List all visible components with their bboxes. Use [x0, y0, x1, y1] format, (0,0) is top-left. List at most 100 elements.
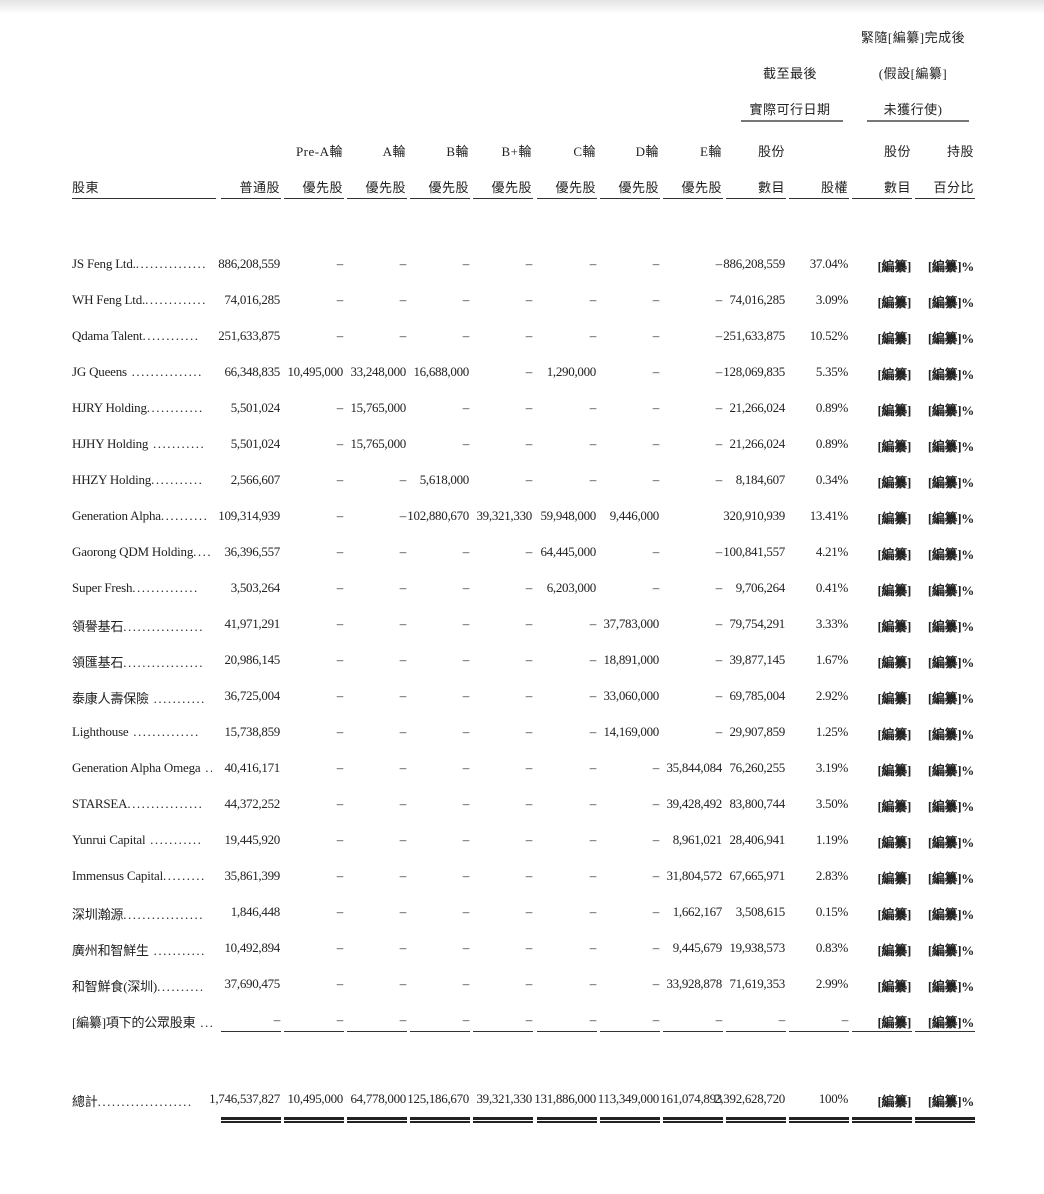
cell: 37,690,475: [224, 976, 280, 991]
total-double-underline: [789, 1117, 849, 1123]
shareholder-name: WH Feng Ltd.: [72, 292, 146, 307]
cell: 19,938,573: [729, 940, 785, 955]
cell: –: [336, 328, 344, 343]
table-row-name: 深圳瀚源.................: [72, 904, 212, 923]
shareholder-name: 廣州和智鮮生: [72, 943, 149, 958]
cell: [編纂]%: [927, 583, 974, 598]
cell: [編纂]: [877, 655, 912, 670]
cell: –: [462, 328, 470, 343]
header-underline: [410, 198, 470, 199]
cell: 64,778,000: [350, 1091, 406, 1106]
cell: –: [336, 256, 344, 271]
leader-dots: ..............: [128, 724, 200, 739]
total-double-underline: [537, 1117, 597, 1123]
cell: –: [462, 256, 470, 271]
shareholder-name: 總計: [72, 1094, 98, 1109]
cell: 0.83%: [815, 940, 848, 955]
cell: [編纂]: [877, 295, 912, 310]
subtotal-underline: [600, 1031, 660, 1032]
leader-dots: ...........: [148, 943, 206, 958]
subtotal-underline: [915, 1031, 975, 1032]
cell: –: [462, 1012, 470, 1027]
cell: [編纂]%: [927, 835, 974, 850]
column-header-top: C輪: [573, 144, 596, 159]
cell: [編纂]%: [927, 655, 974, 670]
column-header-bottom: 百分比: [933, 180, 974, 195]
total-double-underline: [852, 1117, 912, 1123]
group-underline: [741, 120, 843, 122]
cell: –: [525, 868, 533, 883]
cell: 36,396,557: [224, 544, 280, 559]
cell: 3.19%: [815, 760, 848, 775]
cell: 1,662,167: [672, 904, 723, 919]
cell: 10,495,000: [287, 364, 343, 379]
cell: –: [399, 760, 407, 775]
cell: [編纂]%: [927, 1015, 974, 1030]
cell: –: [525, 832, 533, 847]
cell: –: [589, 256, 597, 271]
total-double-underline: [663, 1117, 723, 1123]
column-header-bottom: 優先股: [428, 180, 469, 195]
cell: –: [715, 544, 723, 559]
cell: [編纂]%: [927, 619, 974, 634]
cell: –: [715, 472, 723, 487]
cell: 36,725,004: [224, 688, 280, 703]
cell: [編纂]: [877, 691, 912, 706]
cell: 113,349,000: [597, 1091, 660, 1106]
cell: –: [336, 544, 344, 559]
cell: –: [652, 472, 660, 487]
cell: 131,886,000: [534, 1091, 596, 1106]
cell: –: [462, 976, 470, 991]
cell: 128,069,835: [723, 364, 785, 379]
cell: –: [399, 544, 407, 559]
cell: –: [336, 688, 344, 703]
cell: [編纂]%: [927, 403, 974, 418]
cell: –: [462, 832, 470, 847]
cell: 5,501,024: [230, 400, 281, 415]
cell: [編纂]%: [927, 475, 974, 490]
cell: –: [462, 616, 470, 631]
cell: 161,074,893: [660, 1091, 722, 1106]
cell: –: [336, 796, 344, 811]
column-header-bottom: 優先股: [491, 180, 532, 195]
cell: 14,169,000: [603, 724, 659, 739]
cell: 79,754,291: [729, 616, 785, 631]
cell: 69,785,004: [729, 688, 785, 703]
cell: –: [525, 688, 533, 703]
cell: –: [336, 940, 344, 955]
cell: 13.41%: [809, 508, 849, 523]
shareholder-name: HJHY Holding: [72, 436, 149, 451]
cell: 1,746,537,827: [209, 1091, 280, 1106]
cell: –: [525, 364, 533, 379]
column-header-top: B輪: [446, 144, 469, 159]
cell: [編纂]: [877, 907, 912, 922]
cell: [編纂]: [877, 367, 912, 382]
column-header-bottom: 股權: [820, 180, 848, 195]
cell: 9,706,264: [735, 580, 786, 595]
table-row-name: WH Feng Ltd..............: [72, 292, 212, 308]
cell: –: [715, 292, 723, 307]
cell: 19,445,920: [224, 832, 280, 847]
cell: [編纂]%: [927, 907, 974, 922]
cell: 39,877,145: [729, 652, 785, 667]
subtotal-underline: [284, 1031, 344, 1032]
shareholder-name: Qdama Talent: [72, 328, 143, 343]
leader-dots: ...........: [145, 832, 203, 847]
cell: [編纂]%: [927, 547, 974, 562]
cell: –: [399, 508, 407, 523]
cell: –: [525, 616, 533, 631]
leader-dots: ...........: [148, 436, 206, 451]
leader-dots: .........: [163, 868, 206, 883]
header-underline: [284, 198, 344, 199]
cell: 15,765,000: [350, 400, 406, 415]
cell: –: [336, 292, 344, 307]
shareholder-name: Generation Alpha Omega: [72, 760, 201, 775]
cell: –: [336, 904, 344, 919]
cell: –: [715, 328, 723, 343]
subtotal-underline: [473, 1031, 533, 1032]
post-offering-group-header: (假設[編纂]: [878, 66, 948, 81]
cell: 0.34%: [815, 472, 848, 487]
cell: [編纂]: [877, 1015, 912, 1030]
cell: –: [652, 436, 660, 451]
cell: 251,633,875: [218, 328, 280, 343]
